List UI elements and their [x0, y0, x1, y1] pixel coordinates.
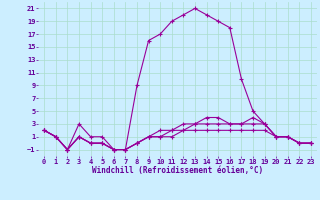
X-axis label: Windchill (Refroidissement éolien,°C): Windchill (Refroidissement éolien,°C)	[92, 166, 263, 175]
